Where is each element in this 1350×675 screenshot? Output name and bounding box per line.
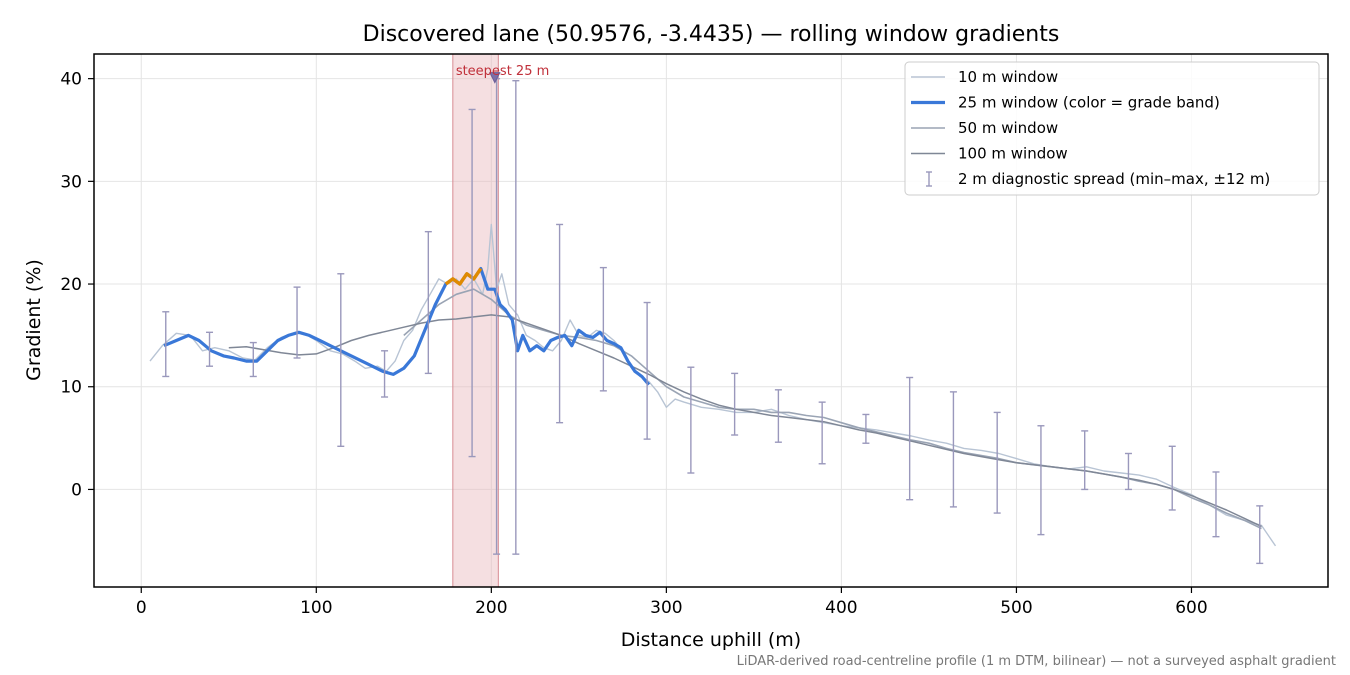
- errorbar: [337, 273, 345, 448]
- y-tick-label: 10: [60, 378, 82, 398]
- errorbar: [293, 286, 301, 359]
- errorbar: [1037, 425, 1045, 536]
- x-tick-label: 500: [1000, 598, 1032, 618]
- chart-title: Discovered lane (50.9576, -3.4435) — rol…: [363, 22, 1060, 47]
- x-tick-label: 100: [300, 598, 332, 618]
- errorbar: [1168, 445, 1176, 511]
- errorbar: [249, 341, 257, 378]
- legend-item: 25 m window (color = grade band): [911, 94, 1220, 112]
- plot-frame: [93, 53, 1329, 588]
- errorbar: [774, 389, 782, 443]
- x-tick-label: 0: [136, 598, 147, 618]
- errorbar: [1081, 430, 1089, 491]
- legend-item: 10 m window: [911, 68, 1058, 86]
- errorbar: [468, 108, 476, 458]
- steepest-band: [452, 53, 499, 588]
- series-line-w100: [228, 314, 1262, 528]
- x-tick-label: 400: [825, 598, 857, 618]
- errorbar: [1212, 471, 1220, 538]
- errorbar: [1124, 452, 1132, 491]
- legend-label: 10 m window: [958, 68, 1058, 86]
- steepest-highlight: [452, 53, 499, 588]
- y-tick-label: 20: [60, 275, 82, 295]
- errorbar: [862, 413, 870, 444]
- steepest-marker: [489, 72, 501, 84]
- annotations: steepest 25 m: [456, 64, 549, 84]
- errorbar: [949, 391, 957, 508]
- legend-label: 50 m window: [958, 119, 1058, 137]
- series-line-w25-steep-band: [444, 267, 483, 286]
- errorbar: [512, 80, 520, 555]
- series-lines: [149, 223, 1277, 547]
- x-tick-label: 200: [475, 598, 507, 618]
- legend-item: 2 m diagnostic spread (min–max, ±12 m): [926, 170, 1270, 188]
- x-axis-ticks: 0 100 200 300 400 500 600: [136, 587, 1208, 618]
- legend-item: 100 m window: [911, 145, 1068, 163]
- legend-box: [904, 61, 1320, 196]
- errorbar: [643, 301, 651, 440]
- steepest-label: steepest 25 m: [456, 64, 549, 79]
- error-bars: [162, 77, 1264, 565]
- errorbar: [906, 376, 914, 501]
- x-axis-label: Distance uphill (m): [621, 629, 801, 651]
- errorbar: [424, 230, 432, 375]
- y-axis-ticks: 0 10 20 30 40: [60, 70, 94, 500]
- x-tick-label: 600: [1175, 598, 1207, 618]
- y-tick-label: 0: [71, 480, 82, 500]
- y-tick-label: 40: [60, 70, 82, 90]
- legend-label: 100 m window: [958, 145, 1068, 163]
- errorbar: [687, 366, 695, 474]
- y-tick-label: 30: [60, 172, 82, 192]
- footnote: LiDAR-derived road-centreline profile (1…: [737, 654, 1336, 669]
- errorbar: [162, 311, 170, 378]
- errorbar: [993, 411, 1001, 514]
- errorbar: [1256, 505, 1264, 565]
- errorbar: [731, 372, 739, 436]
- x-tick-label: 300: [650, 598, 682, 618]
- legend-item: 50 m window: [911, 119, 1058, 137]
- errorbar: [556, 223, 564, 424]
- errorbar: [381, 350, 389, 398]
- legend: 10 m window 25 m window (color = grade ba…: [904, 61, 1320, 196]
- errorbar: [206, 331, 214, 367]
- legend-label: 2 m diagnostic spread (min–max, ±12 m): [958, 170, 1270, 188]
- legend-label: 25 m window (color = grade band): [958, 94, 1220, 112]
- y-axis-label: Gradient (%): [23, 259, 45, 381]
- errorbar: [818, 401, 826, 465]
- errorbar: [599, 266, 607, 392]
